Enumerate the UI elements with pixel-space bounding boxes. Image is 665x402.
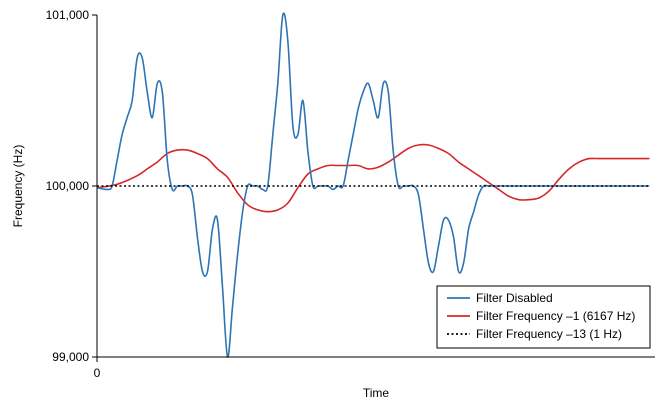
x-axis-title: Time: [363, 386, 390, 400]
x-ticks: 0: [94, 357, 101, 380]
legend-label-1: Filter Frequency –1 (6167 Hz): [476, 309, 635, 323]
legend-label-0: Filter Disabled: [476, 291, 553, 305]
y-tick-label: 101,000: [46, 8, 90, 22]
legend-box: [436, 285, 651, 349]
series-line-1: [96, 143, 650, 213]
legend-label-2: Filter Frequency –13 (1 Hz): [476, 327, 622, 341]
legend: Filter Disabled Filter Frequency –1 (6167…: [436, 285, 651, 349]
series-layer: [96, 12, 650, 358]
y-ticks: 99,000 100,000 101,000: [46, 8, 97, 364]
y-tick-label: 100,000: [46, 179, 90, 193]
y-tick-label: 99,000: [52, 350, 89, 364]
x-tick-label: 0: [94, 366, 101, 380]
y-axis-title: Frequency (Hz): [11, 145, 25, 228]
